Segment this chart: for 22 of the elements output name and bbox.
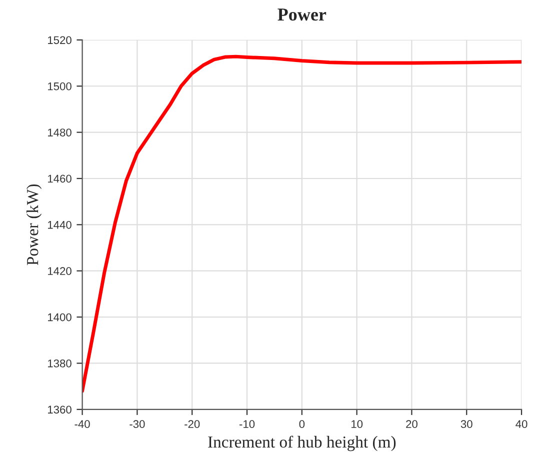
x-tick-label: 40 [516,420,528,428]
y-tick-label: 1400 [48,313,72,322]
y-tick-label: 1520 [48,36,72,44]
y-axis-title: Power (kW) [26,184,42,266]
y-tick-label: 1480 [48,128,72,136]
x-tick-label: 30 [460,420,472,428]
x-tick-label: 0 [299,420,305,428]
y-tick-label: 1460 [48,174,72,183]
y-tick-label: 1500 [48,82,72,90]
chart-title: Power [278,8,326,21]
x-axis-title: Increment of hub height (m) [208,436,396,452]
line-series [82,54,522,393]
x-tick-label: -40 [74,420,90,428]
y-tick-label: 1440 [48,220,72,229]
x-tick-label: 10 [351,420,363,428]
x-tick-label: -20 [184,420,200,428]
y-tick-label: 1360 [48,406,72,414]
x-tick-label: -30 [130,420,145,428]
y-tick-label: 1380 [48,360,72,368]
x-tick-label: 20 [406,420,418,428]
y-tick-label: 1420 [48,267,72,276]
x-tick-label: -10 [239,420,255,428]
